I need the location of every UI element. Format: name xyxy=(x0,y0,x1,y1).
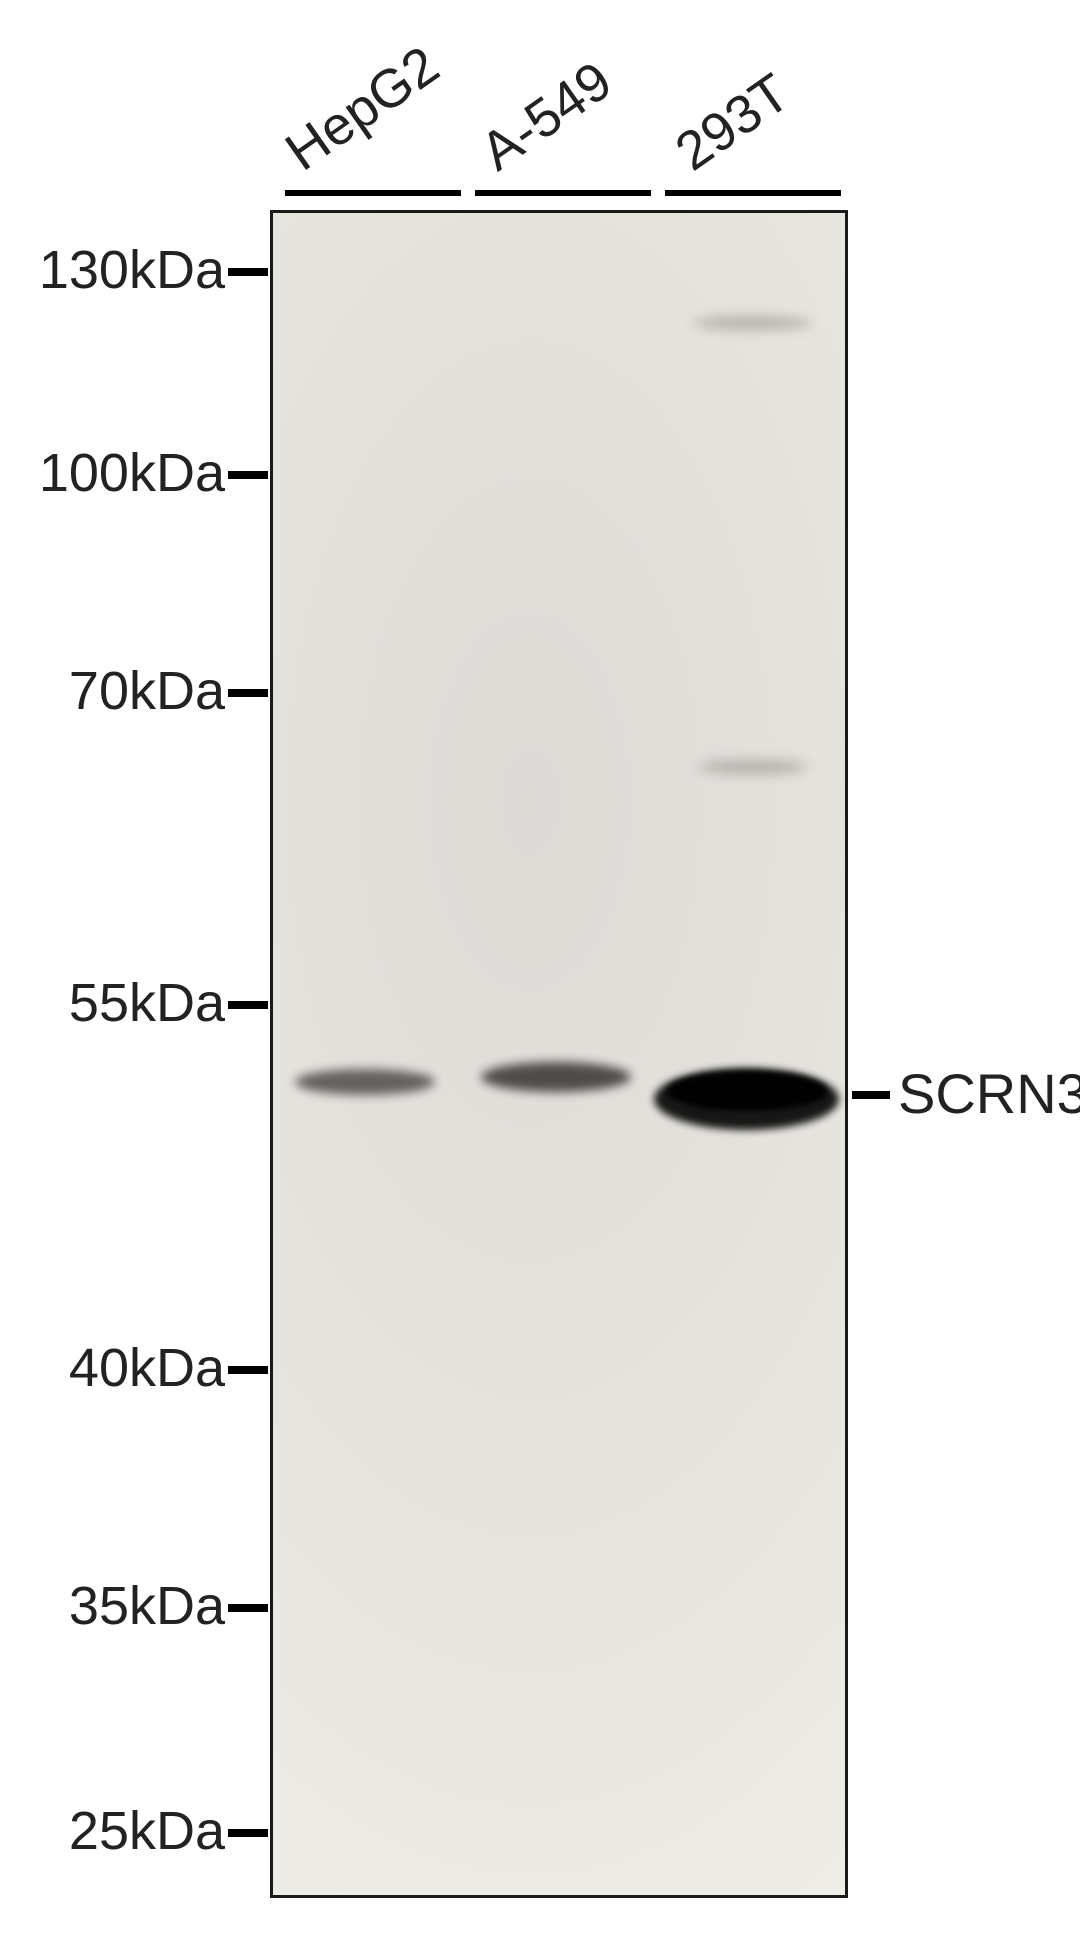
target-protein-text: SCRN3 xyxy=(898,1062,1080,1125)
mw-marker-label: 40kDa xyxy=(0,1337,225,1399)
mw-marker-text: 130kDa xyxy=(39,240,225,300)
mw-marker-tick xyxy=(228,1366,268,1374)
lane-underline xyxy=(285,190,461,196)
blot-band xyxy=(698,760,808,774)
mw-marker-text: 70kDa xyxy=(69,661,225,721)
lane-label-text: 293T xyxy=(665,62,800,182)
blot-band xyxy=(693,316,813,330)
mw-marker-tick xyxy=(228,1829,268,1837)
lane-label: A-549 xyxy=(469,50,623,183)
mw-marker-label: 100kDa xyxy=(0,442,225,504)
target-protein-label: SCRN3 xyxy=(898,1061,1080,1126)
mw-marker-tick xyxy=(228,268,268,276)
lane-label-text: A-549 xyxy=(470,50,622,182)
mw-marker-tick xyxy=(228,1001,268,1009)
lane-label: 293T xyxy=(664,62,800,183)
mw-marker-label: 25kDa xyxy=(0,1800,225,1862)
mw-marker-tick xyxy=(228,1604,268,1612)
blot-background xyxy=(273,213,845,1895)
mw-marker-label: 70kDa xyxy=(0,660,225,722)
lane-underline xyxy=(665,190,841,196)
lane-label: HepG2 xyxy=(274,34,450,183)
mw-marker-text: 40kDa xyxy=(69,1338,225,1398)
blot-membrane xyxy=(270,210,848,1898)
blot-band xyxy=(667,1071,827,1111)
mw-marker-text: 35kDa xyxy=(69,1576,225,1636)
lane-label-text: HepG2 xyxy=(275,35,450,182)
mw-marker-tick xyxy=(228,471,268,479)
mw-marker-tick xyxy=(228,689,268,697)
mw-marker-label: 130kDa xyxy=(0,239,225,301)
mw-marker-label: 55kDa xyxy=(0,972,225,1034)
target-tick xyxy=(852,1091,890,1099)
mw-marker-label: 35kDa xyxy=(0,1575,225,1637)
mw-marker-text: 25kDa xyxy=(69,1801,225,1861)
figure-container: { "figure": { "type": "western-blot", "w… xyxy=(0,0,1080,1959)
lane-underline xyxy=(475,190,651,196)
mw-marker-text: 55kDa xyxy=(69,973,225,1033)
mw-marker-text: 100kDa xyxy=(39,443,225,503)
